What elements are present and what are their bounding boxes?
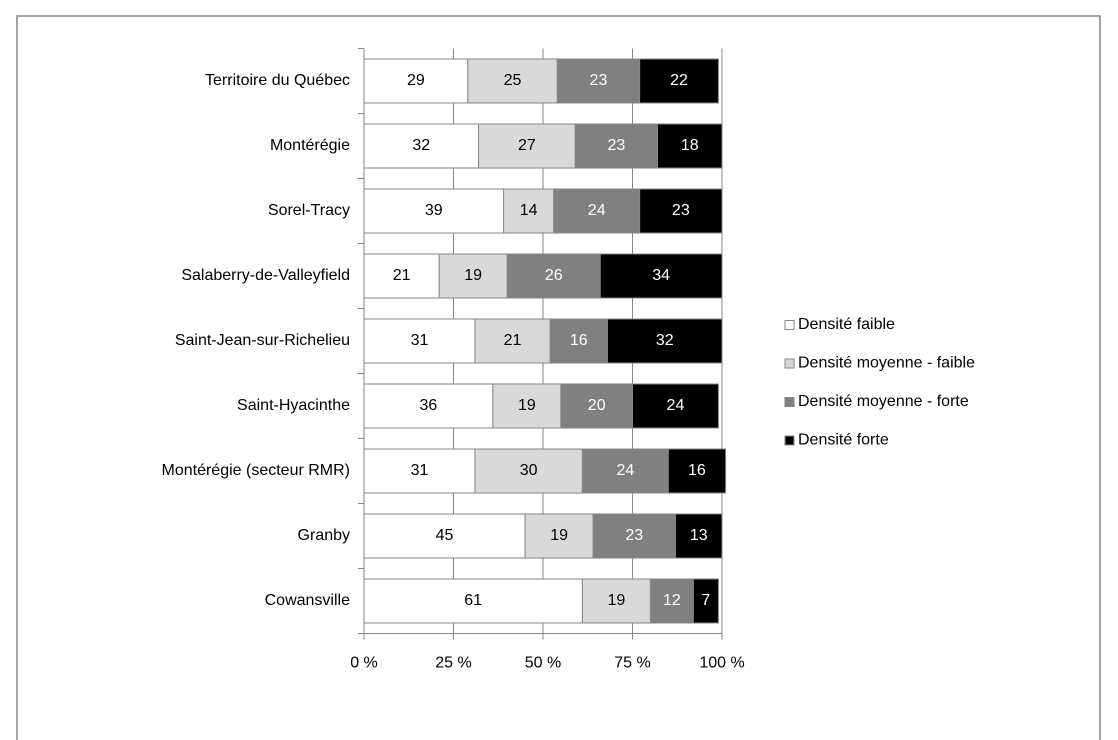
bar-segment [474, 318, 551, 364]
bar-segment [581, 578, 651, 624]
chart-frame [16, 15, 1101, 740]
bar-segment [506, 253, 601, 299]
bar-segment [639, 188, 723, 234]
data-label: 16 [570, 332, 588, 349]
data-label: 25 [504, 72, 522, 89]
legend-label: Densité moyenne - forte [798, 393, 969, 410]
bar-segment [363, 58, 469, 104]
bar-segment [467, 58, 558, 104]
bar-segment [674, 513, 723, 559]
data-label: 23 [625, 527, 643, 544]
data-label: 31 [411, 462, 429, 479]
data-label: 27 [518, 137, 536, 154]
x-tick-label: 75 % [614, 655, 650, 672]
data-label: 23 [607, 137, 625, 154]
y-tick-label: Territoire du Québec [205, 72, 350, 89]
data-label: 19 [607, 592, 625, 609]
bar-segment [599, 253, 723, 299]
x-tick-label: 50 % [525, 655, 561, 672]
x-tick-label: 0 % [350, 655, 378, 672]
data-label: 22 [670, 72, 688, 89]
data-label: 19 [550, 527, 568, 544]
data-label: 34 [652, 267, 670, 284]
bar-segment [639, 58, 719, 104]
bar-segment [560, 383, 634, 429]
bar-segment [363, 188, 505, 234]
bar-segment [649, 578, 694, 624]
legend-swatch [784, 320, 795, 330]
bar-segment [438, 253, 508, 299]
legend-swatch [784, 435, 795, 446]
data-label: 21 [393, 267, 411, 284]
bar-segment [632, 383, 719, 429]
data-label: 32 [412, 137, 430, 154]
data-label: 31 [411, 332, 429, 349]
y-tick-label: Montérégie (secteur RMR) [162, 462, 351, 479]
data-label: 19 [464, 267, 482, 284]
bar-segment [474, 448, 583, 494]
y-tick-label: Montérégie [270, 137, 350, 154]
data-label: 24 [616, 462, 634, 479]
bar-segment [363, 253, 440, 299]
y-tick-label: Granby [298, 527, 350, 544]
data-label: 36 [420, 397, 438, 414]
data-label: 32 [656, 332, 674, 349]
data-label: 13 [690, 527, 708, 544]
bar-segment [492, 383, 562, 429]
x-tick-label: 25 % [435, 655, 471, 672]
y-tick-label: Cowansville [265, 592, 350, 609]
legend-label: Densité moyenne - faible [798, 355, 975, 372]
legend-swatch [784, 397, 795, 407]
data-label: 7 [701, 592, 710, 609]
y-tick-label: Saint-Jean-sur-Richelieu [175, 332, 350, 349]
bar-segment [692, 578, 719, 624]
bar-segment [363, 383, 494, 429]
data-label: 18 [681, 137, 699, 154]
data-label: 45 [436, 527, 454, 544]
bar-segment [667, 448, 727, 494]
data-label: 24 [588, 202, 606, 219]
bar-segment [503, 188, 555, 234]
data-label: 21 [504, 332, 522, 349]
bar-segment [574, 123, 659, 169]
data-label: 39 [425, 202, 443, 219]
legend-label: Densité forte [798, 432, 889, 449]
data-label: 61 [464, 592, 482, 609]
data-label: 30 [520, 462, 538, 479]
data-label: 16 [688, 462, 706, 479]
data-label: 26 [545, 267, 563, 284]
bar-segment [363, 448, 476, 494]
data-label: 29 [407, 72, 425, 89]
data-label: 14 [520, 202, 538, 219]
data-label: 23 [590, 72, 608, 89]
legend-label: Densité faible [798, 316, 895, 333]
data-label: 24 [667, 397, 685, 414]
data-label: 20 [588, 397, 606, 414]
y-tick-label: Salaberry-de-Valleyfield [181, 267, 350, 284]
bar-segment [606, 318, 723, 364]
legend-swatch [784, 358, 795, 369]
data-label: 23 [672, 202, 690, 219]
data-label: 12 [663, 592, 681, 609]
bar-segment [556, 58, 641, 104]
y-tick-label: Sorel-Tracy [268, 202, 350, 219]
bar-segment [524, 513, 594, 559]
bar-segment [363, 123, 480, 169]
data-label: 19 [518, 397, 536, 414]
bar-segment [581, 448, 669, 494]
x-tick-label: 100 % [699, 655, 744, 672]
y-tick-label: Saint-Hyacinthe [237, 397, 350, 414]
bar-segment [363, 318, 476, 364]
bar-segment [657, 123, 723, 169]
bar-segment [478, 123, 576, 169]
bar-segment [553, 188, 641, 234]
